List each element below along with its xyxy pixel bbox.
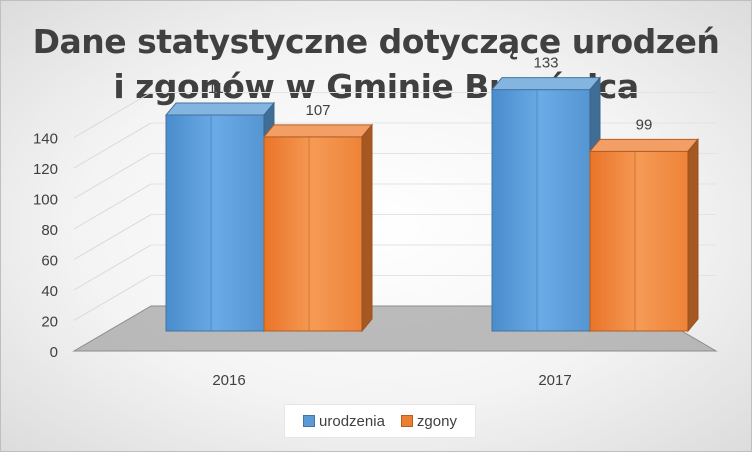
y-tick-label: 20 xyxy=(41,314,58,331)
y-tick-label: 60 xyxy=(41,253,58,270)
legend: urodzenia zgony xyxy=(284,404,476,438)
y-tick-label: 80 xyxy=(41,222,58,239)
bar-urodzenia-2017 xyxy=(491,89,591,332)
bar-zgony-2016 xyxy=(263,136,363,332)
x-tick-label: 2016 xyxy=(212,372,245,389)
x-tick-label: 2017 xyxy=(538,372,571,389)
y-tick-label: 40 xyxy=(41,283,58,300)
legend-item-zgony: zgony xyxy=(400,412,457,430)
legend-label-urodzenia: urodzenia xyxy=(319,412,385,430)
bar-top-urodzenia-2016 xyxy=(164,102,276,116)
gridline-diagonal xyxy=(73,183,152,230)
legend-label-zgony: zgony xyxy=(416,412,457,430)
data-label-urodzenia-2016: 119 xyxy=(208,80,232,97)
legend-item-urodzenia: urodzenia xyxy=(303,413,385,430)
bar-top-zgony-2016 xyxy=(262,124,374,138)
y-tick-label: 0 xyxy=(50,344,58,361)
y-tick-label: 120 xyxy=(33,161,58,178)
gridline-diagonal xyxy=(73,275,152,321)
bar-side-zgony-2016 xyxy=(361,123,373,333)
data-label-zgony-2017: 99 xyxy=(636,116,653,133)
gridline-diagonal xyxy=(73,92,152,138)
legend-swatch-zgony xyxy=(400,415,413,427)
gridline-diagonal xyxy=(73,244,152,291)
data-label-zgony-2016: 107 xyxy=(305,102,330,119)
bar-urodzenia-2016 xyxy=(165,114,265,332)
bar-top-urodzenia-2017 xyxy=(490,77,602,91)
y-tick-label: 140 xyxy=(33,131,58,148)
gridline-diagonal xyxy=(73,214,152,260)
gridline-diagonal xyxy=(73,122,152,169)
legend-swatch-urodzenia xyxy=(303,415,316,427)
y-tick-label: 100 xyxy=(33,192,58,209)
data-label-urodzenia-2017: 133 xyxy=(533,55,558,72)
chart-title-line-1: Dane statystyczne dotyczące urodzeń xyxy=(32,22,720,61)
gridline-diagonal xyxy=(73,153,152,199)
bar-side-zgony-2017 xyxy=(687,137,699,333)
bar-top-zgony-2017 xyxy=(588,138,700,152)
bar-zgony-2017 xyxy=(589,150,689,332)
